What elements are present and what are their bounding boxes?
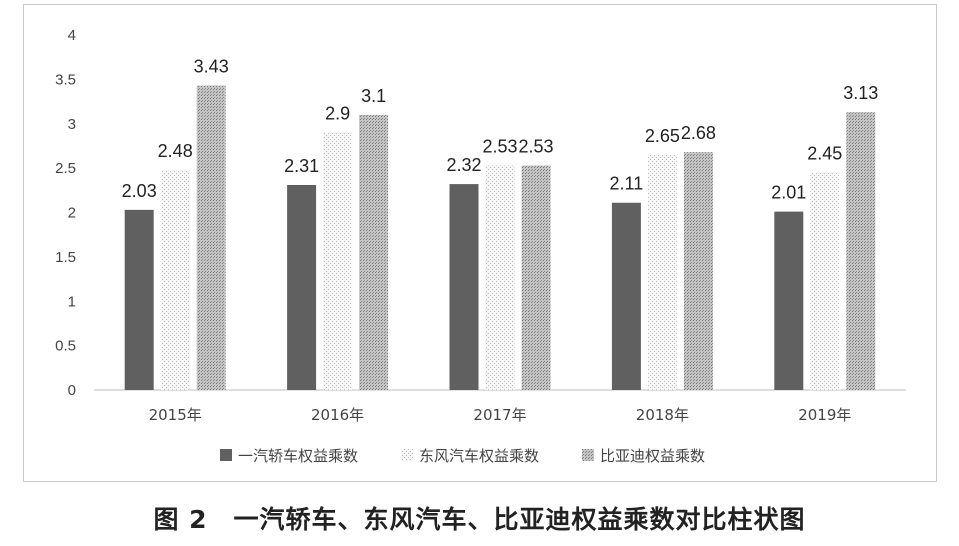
data-label: 2.65 [645,126,680,146]
legend-swatch [220,449,232,461]
bar-2 [160,169,190,390]
data-label: 3.1 [361,86,386,106]
legend-label: 比亚迪权益乘数 [600,447,705,465]
data-label: 2.9 [325,104,350,124]
y-tick-label: 4 [68,27,76,44]
data-label: 3.43 [194,57,229,77]
data-label: 3.13 [843,83,878,103]
data-label: 2.48 [158,141,193,161]
bar-2 [323,132,353,390]
data-label: 2.01 [771,183,806,203]
data-label: 2.03 [122,181,157,201]
bar-layer [124,85,876,391]
data-label: 2.68 [681,123,716,143]
chart-frame: 0 0.5 1 1.5 2 2.5 3 3.5 4 2015年 2016年 2017年 2018年 201… [23,4,937,482]
legend-swatch [582,449,594,461]
y-tick-label: 2.5 [55,160,76,177]
data-label: 2.31 [284,156,319,176]
y-tick-label: 1.5 [55,249,76,266]
data-label: 2.32 [446,155,481,175]
x-tick-label: 2015年 [149,406,202,424]
bar-1 [774,211,804,390]
bar-2 [647,154,677,390]
data-label: 2.53 [482,136,517,156]
x-tick-label: 2018年 [636,406,689,424]
data-label: 2.45 [807,144,842,164]
x-tick-label: 2016年 [311,406,364,424]
x-tick-label: 2019年 [798,406,851,424]
bar-2 [810,172,840,390]
bar-2 [485,165,515,390]
legend-label: 一汽轿车权益乘数 [238,447,358,465]
bar-3 [359,114,389,390]
data-label: 2.53 [518,136,553,156]
bar-3 [683,152,713,390]
bar-1 [449,184,479,390]
figure-caption: 图 2 一汽轿车、东风汽车、比亚迪权益乘数对比柱状图 [153,505,806,534]
data-label-layer: 2.03 2.31 2.32 2.11 2.01 2.48 2.9 2.53 2.65 2.45 3… [122,57,879,203]
y-tick-label: 0.5 [55,338,76,355]
y-tick-label: 0 [68,382,76,399]
y-tick-label: 1 [68,293,76,310]
bar-1 [611,202,641,390]
bar-3 [846,112,876,391]
legend-label: 东风汽车权益乘数 [419,447,539,465]
data-label: 2.11 [610,174,644,194]
y-tick-label: 2 [68,205,76,222]
bar-3 [196,85,226,391]
bar-1 [287,184,317,390]
legend: 一汽轿车权益乘数 东风汽车权益乘数 比亚迪权益乘数 [220,447,705,465]
bar-3 [521,165,551,390]
bar-1 [124,209,154,390]
legend-swatch [401,449,413,461]
y-tick-label: 3.5 [55,71,76,88]
x-tick-label: 2017年 [473,406,526,424]
y-tick-label: 3 [68,116,76,133]
